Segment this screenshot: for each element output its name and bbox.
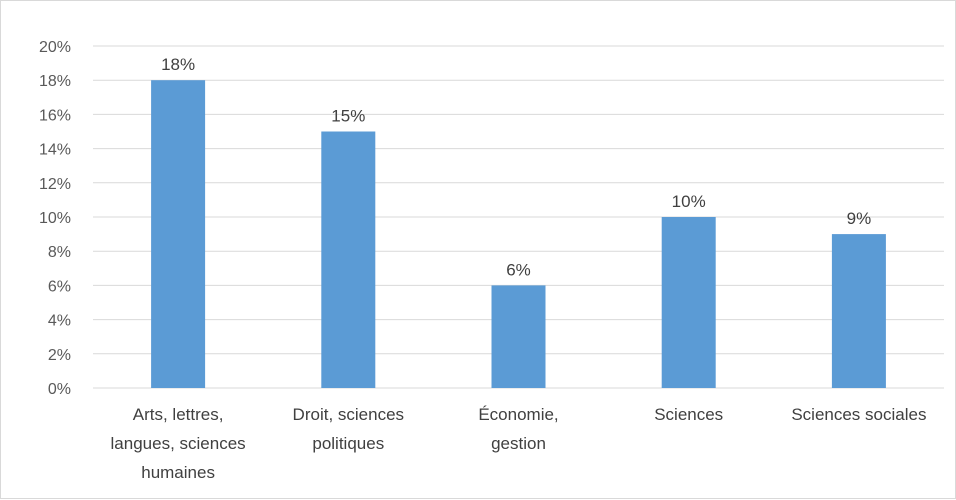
data-label: 15% — [331, 107, 365, 126]
x-category-label: Arts, lettres, langues, sciences humaines — [111, 405, 246, 482]
bar — [831, 234, 886, 388]
x-category-label: Économie, gestion — [478, 405, 558, 453]
bar — [321, 131, 376, 388]
data-label: 9% — [847, 209, 872, 228]
data-labels: 18% 15% 6% 10% 9% — [161, 55, 871, 279]
y-tick-label: 10% — [39, 210, 71, 227]
data-label: 18% — [161, 55, 195, 74]
x-category-label-line: langues, sciences — [111, 434, 246, 453]
x-category-label-line: Arts, lettres, — [133, 405, 224, 424]
y-tick-label: 4% — [48, 313, 71, 330]
x-category-label-line: gestion — [491, 434, 546, 453]
x-category-label: Sciences sociales — [791, 405, 926, 424]
bar — [151, 80, 206, 388]
x-category-label-line: politiques — [312, 434, 384, 453]
data-label: 10% — [672, 192, 706, 211]
y-axis-tick-labels: 0% 2% 4% 6% 8% 10% 12% 14% 16% 18% 20% — [39, 39, 71, 398]
y-tick-label: 20% — [39, 39, 71, 56]
x-category-label-line: Économie, — [478, 405, 558, 424]
x-category-label: Sciences — [654, 405, 723, 424]
x-axis-category-labels: Arts, lettres, langues, sciences humaines D… — [111, 405, 927, 482]
y-tick-label: 16% — [39, 107, 71, 124]
x-category-label-line: Droit, sciences — [293, 405, 404, 424]
gridlines — [93, 45, 944, 389]
y-tick-label: 12% — [39, 176, 71, 193]
x-category-label: Droit, sciences politiques — [293, 405, 404, 453]
y-tick-label: 18% — [39, 73, 71, 90]
data-label: 6% — [506, 260, 531, 279]
y-tick-label: 0% — [48, 381, 71, 398]
x-category-label-line: Sciences sociales — [791, 405, 926, 424]
bars — [151, 80, 886, 388]
y-tick-label: 2% — [48, 347, 71, 364]
y-tick-label: 8% — [48, 244, 71, 261]
bar — [661, 217, 716, 388]
y-tick-label: 6% — [48, 278, 71, 295]
y-tick-label: 14% — [39, 142, 71, 159]
x-category-label-line: humaines — [141, 463, 215, 482]
x-category-label-line: Sciences — [654, 405, 723, 424]
bar — [491, 285, 546, 388]
